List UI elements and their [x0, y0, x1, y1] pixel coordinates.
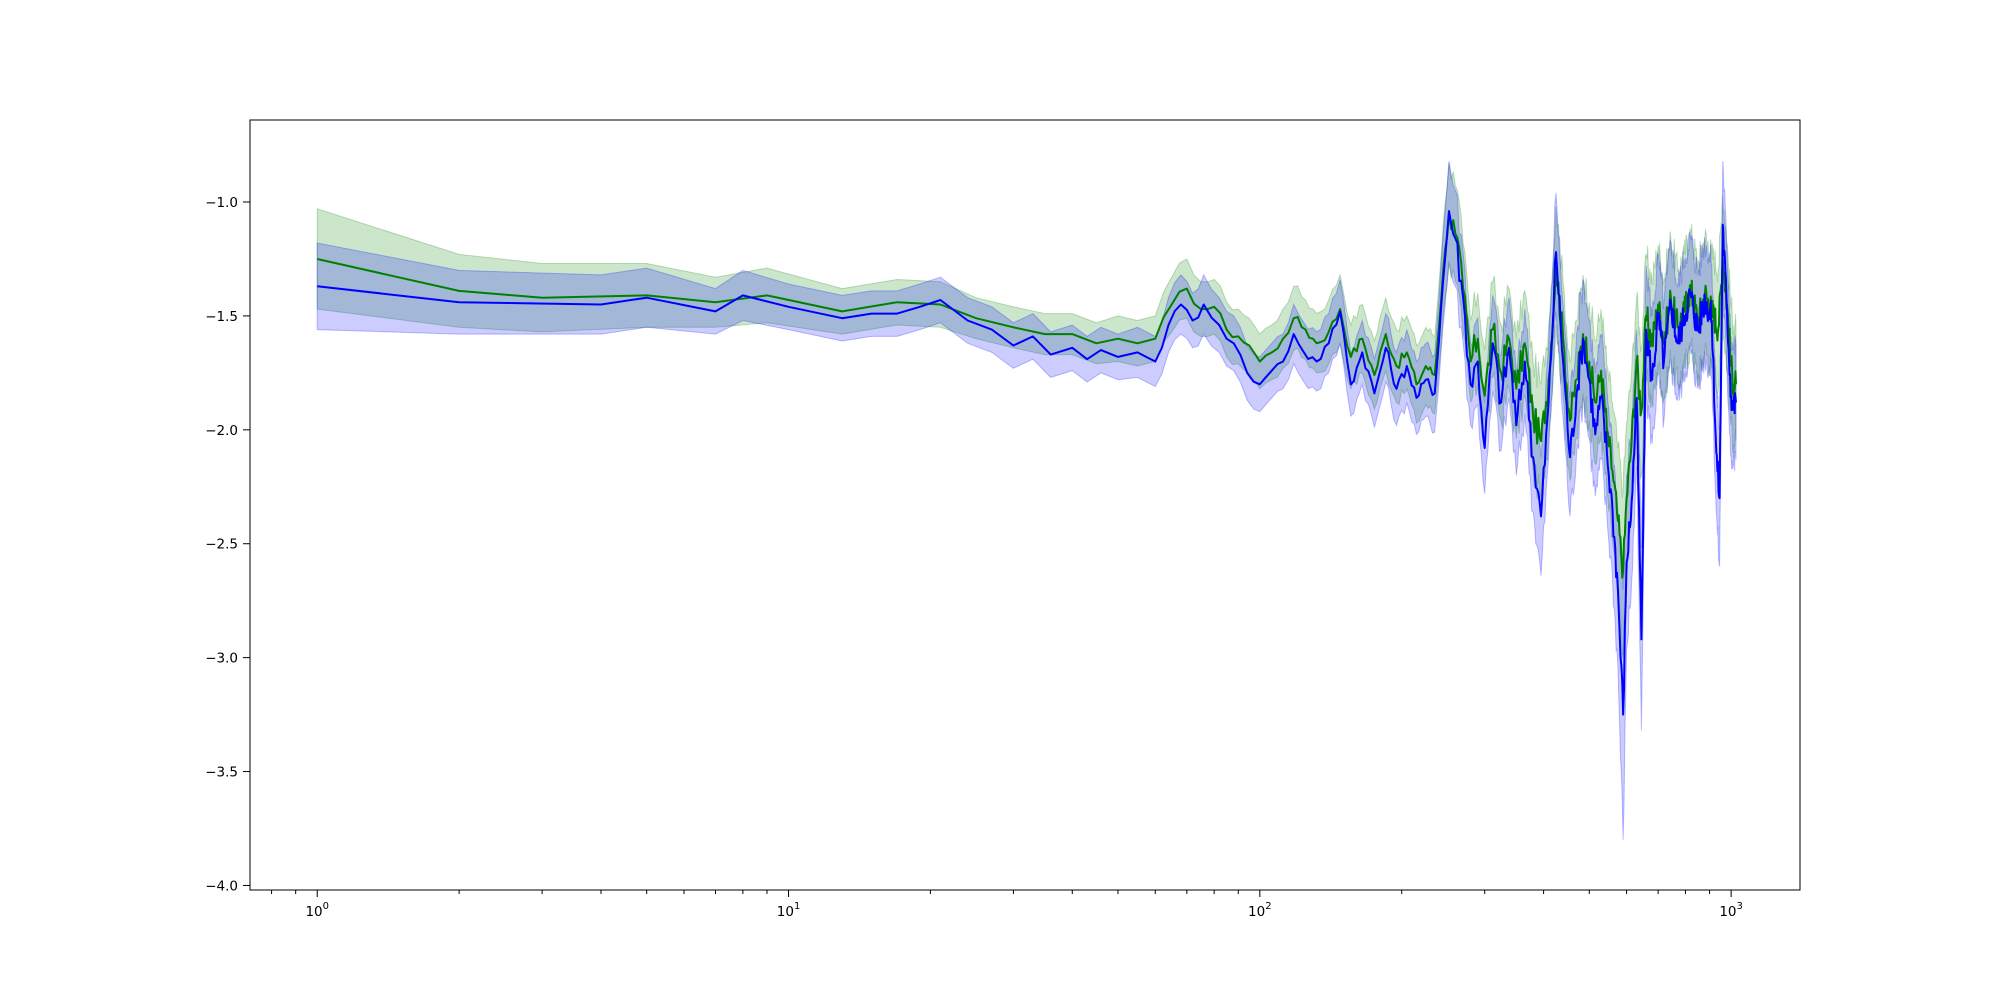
series-1-band — [316, 163, 1737, 659]
x-tick-label: 102 — [1248, 901, 1272, 920]
confidence-bands — [316, 160, 1737, 840]
x-tick-label: 100 — [305, 901, 329, 920]
x-axis-ticks: 100 101 102 103 — [271, 890, 1743, 920]
y-tick-label: −1.5 — [205, 309, 238, 325]
series-lines — [316, 210, 1737, 716]
series-2-line — [317, 210, 1737, 716]
y-tick-label: −2.0 — [205, 423, 238, 439]
y-tick-label: −3.0 — [205, 651, 238, 667]
y-axis-ticks: −1.0 −1.5 −2.0 −2.5 −3.0 −3.5 −4.0 — [205, 195, 250, 894]
y-tick-label: −3.5 — [205, 765, 238, 781]
series-2-band — [316, 160, 1737, 840]
y-tick-label: −1.0 — [205, 195, 238, 211]
y-tick-label: −4.0 — [205, 878, 238, 894]
x-tick-label: 101 — [777, 901, 801, 920]
x-tick-label: 103 — [1719, 901, 1743, 920]
plot-frame — [249, 119, 1801, 891]
series-1-line — [316, 212, 1737, 579]
y-tick-label: −2.5 — [205, 537, 238, 553]
